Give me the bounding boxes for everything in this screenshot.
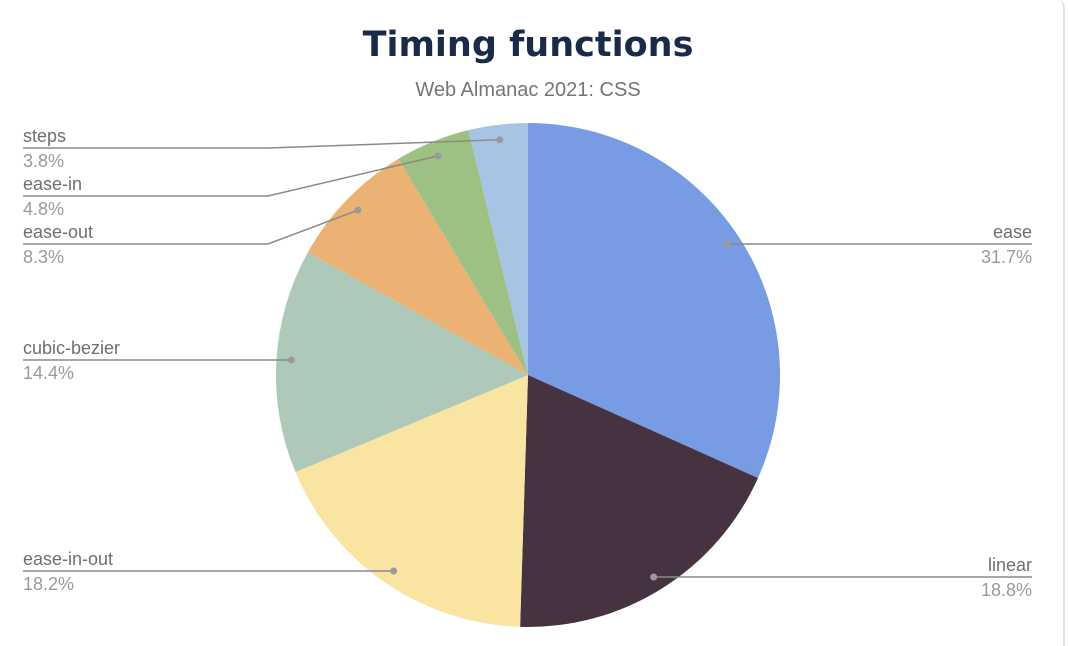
- slice-label-linear: linear: [988, 555, 1032, 575]
- leader-dot-ease: [723, 240, 731, 248]
- slice-value-ease-out: 8.3%: [23, 247, 64, 267]
- leader-line-ease-out: [23, 209, 359, 245]
- chart-subtitle: Web Almanac 2021: CSS: [415, 79, 640, 101]
- leader-line-steps: [23, 139, 500, 149]
- chart-title: Timing functions: [363, 25, 694, 65]
- pie-slice-ease-in: [398, 130, 528, 375]
- leader-dot-linear: [650, 573, 658, 581]
- slice-value-linear: 18.8%: [981, 580, 1032, 600]
- slice-label-ease-out: ease-out: [23, 222, 93, 242]
- slice-value-ease: 31.7%: [981, 247, 1032, 267]
- leader-dot-ease-out: [354, 206, 362, 214]
- slice-label-ease-in: ease-in: [23, 174, 82, 194]
- pie-slice-linear: [520, 375, 758, 627]
- pie-slice-steps: [468, 123, 528, 375]
- slice-label-cubic-bezier: cubic-bezier: [23, 338, 120, 358]
- slice-value-ease-in-out: 18.2%: [23, 574, 74, 594]
- pie-slice-ease-out: [307, 158, 528, 375]
- leader-dot-cubic-bezier: [287, 356, 295, 364]
- slice-value-ease-in: 4.8%: [23, 199, 64, 219]
- leader-dot-ease-in-out: [390, 567, 398, 575]
- leader-line-ease-in: [23, 155, 439, 197]
- pie-slice-ease-in-out: [295, 375, 528, 627]
- slice-value-cubic-bezier: 14.4%: [23, 363, 74, 383]
- slice-label-steps: steps: [23, 126, 66, 146]
- pie-slice-ease: [528, 123, 780, 478]
- slice-label-ease: ease: [993, 222, 1032, 242]
- leader-dot-ease-in: [434, 152, 442, 160]
- slice-label-ease-in-out: ease-in-out: [23, 549, 113, 569]
- pie-slice-cubic-bezier: [276, 252, 528, 473]
- slice-value-steps: 3.8%: [23, 151, 64, 171]
- leader-dot-steps: [496, 136, 504, 144]
